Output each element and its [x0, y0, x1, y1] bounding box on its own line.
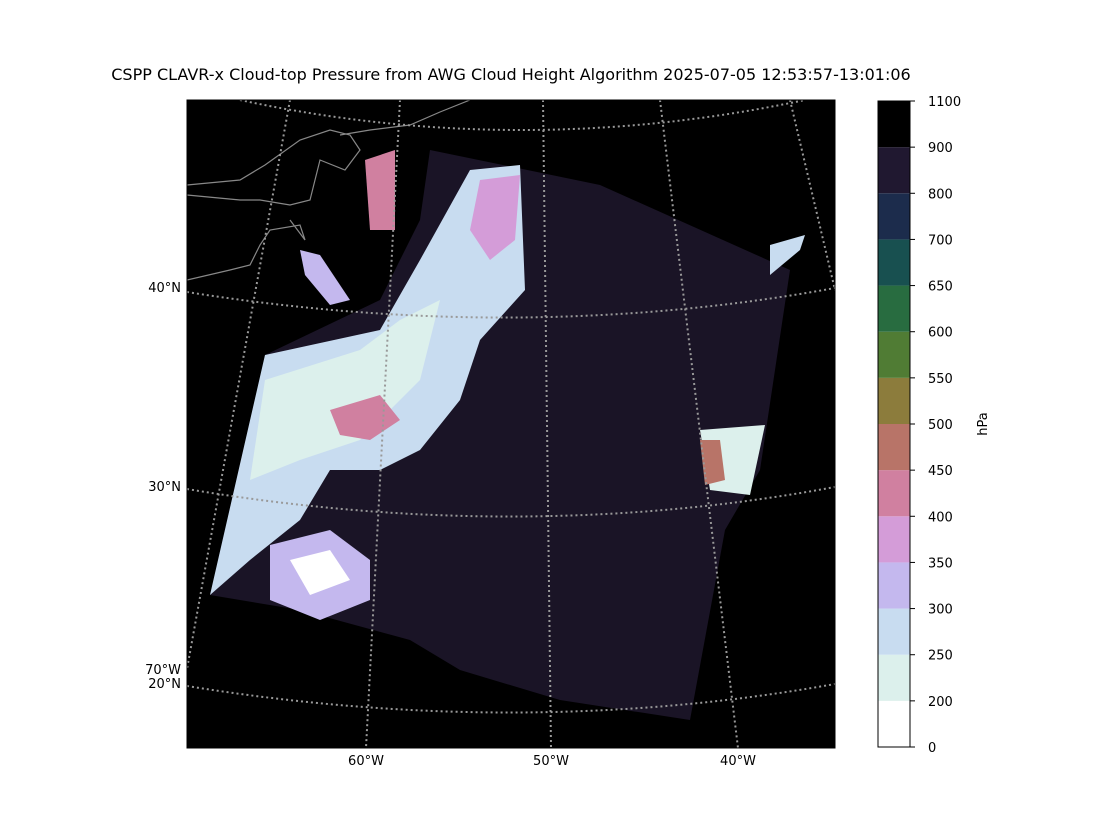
map-frame: [186, 99, 836, 749]
cloud-ne: [770, 235, 805, 275]
graticule: [542, 100, 552, 748]
colorbar-tick-label: 900: [928, 141, 953, 156]
colorbar-tick-label: 500: [928, 418, 953, 433]
colorbar-tick-label: 250: [928, 649, 953, 664]
graticule: [187, 486, 835, 518]
colorbar-segment: [878, 147, 910, 194]
coastline: [187, 129, 361, 206]
colorbar-tick-label: 200: [928, 695, 953, 710]
map-panel: [186, 99, 836, 749]
colorbar-segment: [878, 654, 910, 701]
colorbar-tick-label: 0: [928, 741, 936, 756]
colorbar-segment: [878, 470, 910, 517]
lat-label: 30°N: [148, 480, 181, 495]
colorbar-tick-label: 450: [928, 464, 953, 479]
cloud-north: [365, 150, 395, 230]
colorbar-tick-label: 1100: [928, 95, 961, 110]
colorbar-segment: [878, 331, 910, 378]
colorbar-tick-label: 700: [928, 233, 953, 248]
lat-label: 70°W: [145, 663, 181, 678]
cloud-high: [470, 175, 520, 260]
imagery: [187, 100, 835, 748]
colorbar-segment: [878, 193, 910, 240]
graticule: [187, 100, 291, 670]
lon-label: 60°W: [348, 754, 384, 769]
colorbar-tick-label: 650: [928, 280, 953, 295]
lat-label: 20°N: [148, 677, 181, 692]
cloud-east: [700, 440, 725, 485]
colorbar-label: hPa: [976, 412, 991, 435]
graticule-labels: 40°N 30°N 70°W20°N 60°W 50°W 40°W: [145, 281, 756, 769]
colorbar-tick-label: 300: [928, 603, 953, 618]
colorbar-segment: [878, 562, 910, 609]
colorbar-segment: [878, 700, 910, 747]
colorbar-segment: [878, 239, 910, 286]
colorbar: 0 200 250 300 350 400 450 500 550 600 650 700 800 900…: [877, 95, 991, 756]
colorbar-segment: [878, 285, 910, 332]
cloud-high: [330, 395, 400, 440]
colorbar-segment: [878, 424, 910, 471]
graticule: [659, 100, 739, 748]
graticule: [365, 100, 401, 748]
graticule: [187, 287, 835, 319]
cloud-cluster: [290, 550, 350, 595]
colorbar-tick-label: 350: [928, 556, 953, 571]
colorbar-tick-label: 400: [928, 510, 953, 525]
graticule: [187, 683, 835, 714]
colorbar-segment: [878, 516, 910, 563]
lon-label: 50°W: [533, 754, 569, 769]
title: CSPP CLAVR-x Cloud-top Pressure from AWG…: [111, 65, 910, 84]
colorbar-tick-label: 550: [928, 372, 953, 387]
colorbar-tick-label: 600: [928, 326, 953, 341]
lat-label: 40°N: [148, 281, 181, 296]
colorbar-segment: [878, 608, 910, 655]
cloud-band-light: [250, 300, 440, 480]
colorbar-segment: [878, 101, 910, 148]
coastline: [187, 219, 306, 281]
cloud-north: [300, 250, 350, 305]
lon-label: 40°W: [720, 754, 756, 769]
colorbar-segment: [878, 377, 910, 424]
colorbar-tick-label: 800: [928, 187, 953, 202]
